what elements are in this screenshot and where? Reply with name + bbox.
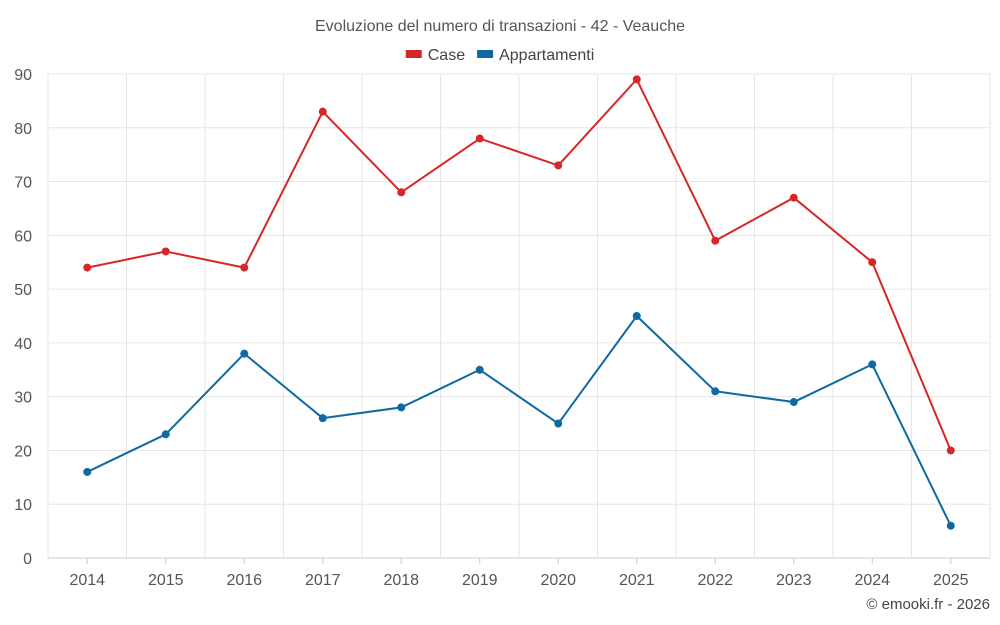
- data-point[interactable]: [554, 161, 563, 170]
- data-point[interactable]: [711, 387, 720, 396]
- y-tick-label: 40: [14, 336, 32, 353]
- data-point[interactable]: [946, 521, 955, 530]
- y-tick-label: 10: [14, 497, 32, 514]
- series-layer: [83, 75, 955, 530]
- legend-item-case[interactable]: Case: [405, 47, 465, 64]
- data-point[interactable]: [83, 467, 92, 476]
- x-tick-label: 2022: [697, 572, 733, 589]
- y-tick-label: 0: [23, 551, 32, 568]
- x-tick-label: 2023: [776, 572, 812, 589]
- data-point[interactable]: [475, 134, 484, 143]
- x-tick-label: 2020: [540, 572, 576, 589]
- data-point[interactable]: [240, 349, 249, 358]
- x-tick-label: 2021: [619, 572, 655, 589]
- x-tick-label: 2014: [69, 572, 105, 589]
- y-tick-label: 30: [14, 390, 32, 407]
- data-point[interactable]: [161, 430, 170, 439]
- data-point[interactable]: [946, 446, 955, 455]
- credit-text: © emooki.fr - 2026: [866, 596, 990, 613]
- data-point[interactable]: [475, 365, 484, 374]
- legend-swatch: [477, 50, 494, 58]
- data-point[interactable]: [632, 75, 641, 84]
- y-tick-label: 90: [14, 67, 32, 84]
- legend-label: Appartamenti: [499, 47, 594, 64]
- x-tick-label: 2025: [933, 572, 969, 589]
- x-tick-label: 2024: [854, 572, 890, 589]
- y-tick-label: 50: [14, 282, 32, 299]
- x-tick-label: 2017: [305, 572, 341, 589]
- legend: Case Appartamenti: [405, 47, 594, 64]
- axes: 0 10 20 30 40 50 60 70 80 90 2014 2015 2016 2017 2018 2…: [14, 67, 990, 589]
- data-point[interactable]: [632, 312, 641, 320]
- legend-item-appartamenti[interactable]: Appartamenti: [477, 47, 594, 64]
- data-point[interactable]: [83, 263, 92, 272]
- x-tick-label: 2019: [462, 572, 498, 589]
- data-point[interactable]: [711, 236, 720, 245]
- data-point[interactable]: [318, 414, 327, 423]
- data-point[interactable]: [868, 258, 877, 267]
- data-point[interactable]: [240, 263, 249, 272]
- y-tick-label: 70: [14, 175, 32, 192]
- data-point[interactable]: [161, 247, 170, 256]
- y-tick-label: 80: [14, 121, 32, 138]
- data-point[interactable]: [868, 360, 877, 369]
- series-appartamenti: [83, 312, 955, 530]
- x-tick-label: 2016: [226, 572, 262, 589]
- y-tick-label: 20: [14, 443, 32, 460]
- data-point[interactable]: [397, 403, 406, 412]
- series-line: [87, 78, 952, 451]
- chart-title: Evoluzione del numero di transazioni - 4…: [315, 18, 685, 35]
- series-line: [86, 315, 952, 527]
- legend-swatch: [405, 50, 422, 58]
- data-point[interactable]: [789, 193, 798, 202]
- series-case: [83, 75, 955, 455]
- legend-label: Case: [428, 47, 465, 64]
- data-point[interactable]: [397, 188, 406, 197]
- x-tick-label: 2015: [148, 572, 184, 589]
- grid: [47, 73, 991, 559]
- y-tick-label: 60: [14, 228, 32, 245]
- data-point[interactable]: [318, 107, 327, 116]
- data-point[interactable]: [789, 398, 798, 407]
- x-tick-label: 2018: [383, 572, 419, 589]
- data-point[interactable]: [554, 419, 563, 428]
